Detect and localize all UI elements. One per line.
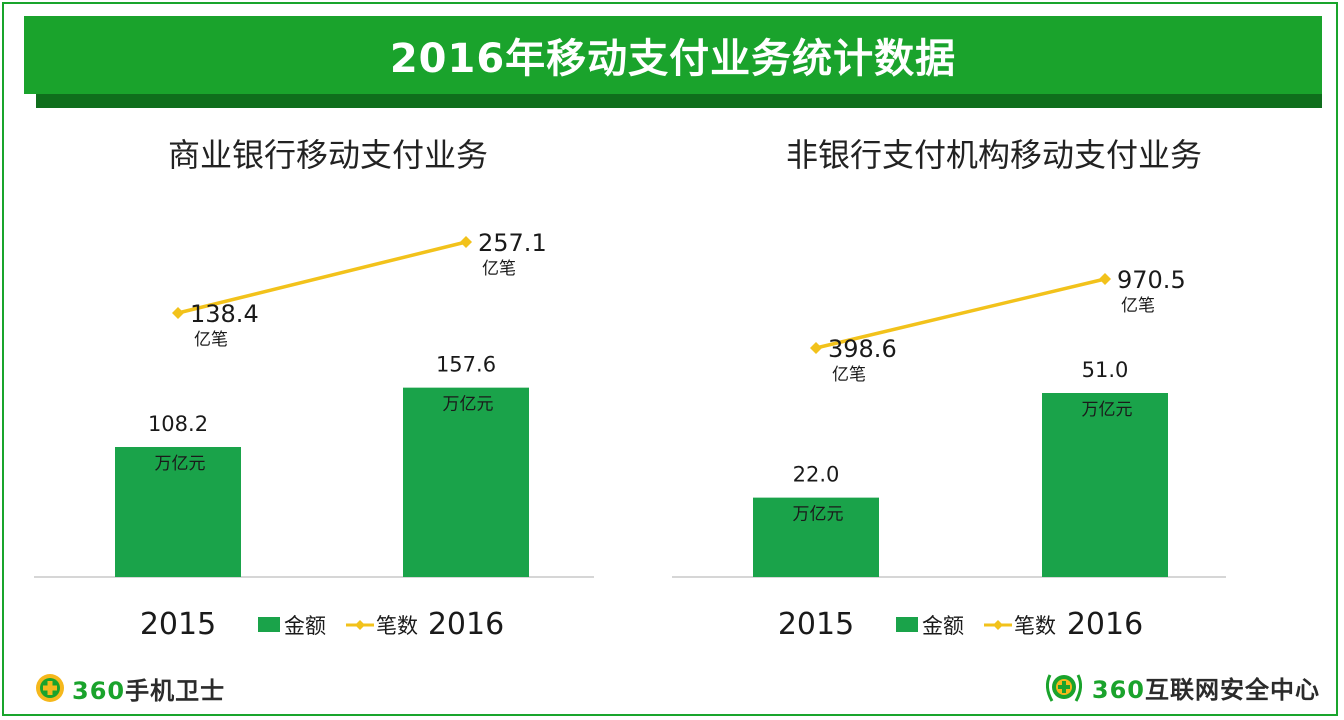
line-unit-label: 亿笔: [832, 365, 866, 385]
bar-unit-label: 万亿元: [1082, 400, 1133, 420]
legend-line-label: 笔数: [376, 614, 418, 638]
category-label-2016: 2016: [1067, 607, 1143, 642]
bar-value-label: 157.6: [436, 353, 496, 377]
bar-unit-label: 万亿元: [793, 505, 844, 525]
bar-unit-label: 万亿元: [443, 395, 494, 415]
bar-unit-label: 万亿元: [155, 454, 206, 474]
logo-left-label: 手机卫士: [125, 676, 226, 705]
line-value-label: 970.5: [1117, 266, 1186, 294]
legend-bar-label: 金额: [922, 614, 964, 638]
title-banner: 2016年移动支付业务统计数据: [24, 16, 1322, 94]
legend-line-label: 笔数: [1014, 614, 1056, 638]
line-point-2016: [460, 236, 472, 248]
legend-bar-label: 金额: [284, 614, 326, 638]
line-unit-label: 亿笔: [1121, 296, 1155, 316]
legend-line-marker: [355, 620, 365, 630]
line-point-2016: [1099, 273, 1111, 285]
line-point-2015: [172, 307, 184, 319]
bar-value-label: 22.0: [793, 463, 840, 487]
bar-value-label: 108.2: [148, 412, 208, 436]
logo-right-label: 互联网安全中心: [1145, 675, 1320, 704]
logo-left-number: 360: [72, 676, 126, 705]
line-unit-label: 亿笔: [482, 259, 516, 279]
chart-title-nonbanks: 非银行支付机构移动支付业务: [786, 136, 1203, 174]
line-value-label: 398.6: [828, 335, 897, 363]
logo-right-text: 360互联网安全中心: [1092, 670, 1320, 705]
bar-value-label: 51.0: [1082, 358, 1129, 382]
line-point-2015: [810, 342, 822, 354]
logo-360-mobile-guard: 360手机卫士: [34, 668, 225, 708]
laurel-shield-icon: [1045, 674, 1082, 702]
chart-title-banks: 商业银行移动支付业务: [168, 136, 489, 174]
legend-bar-swatch: [896, 617, 918, 632]
logo-right-number: 360: [1091, 675, 1145, 704]
line-series-segment: [176, 240, 468, 315]
logo-left-text: 360手机卫士: [72, 671, 225, 706]
legend-line-marker: [993, 620, 1003, 630]
line-value-label: 138.4: [190, 300, 259, 328]
line-value-label: 257.1: [478, 229, 547, 257]
category-label-2015: 2015: [140, 607, 216, 642]
line-unit-label: 亿笔: [194, 330, 228, 350]
bar-2016: [403, 387, 529, 577]
logo-360-security-center: 360互联网安全中心: [1042, 664, 1320, 710]
category-label-2015: 2015: [778, 607, 854, 642]
bar-2015: [115, 447, 241, 577]
line-series-segment: [814, 277, 1107, 350]
bar-2016: [1042, 393, 1168, 577]
bar-2015: [753, 497, 879, 577]
shield-plus-icon: [36, 674, 64, 702]
category-label-2016: 2016: [428, 607, 504, 642]
legend-bar-swatch: [258, 617, 280, 632]
page-title: 2016年移动支付业务统计数据: [389, 36, 957, 82]
